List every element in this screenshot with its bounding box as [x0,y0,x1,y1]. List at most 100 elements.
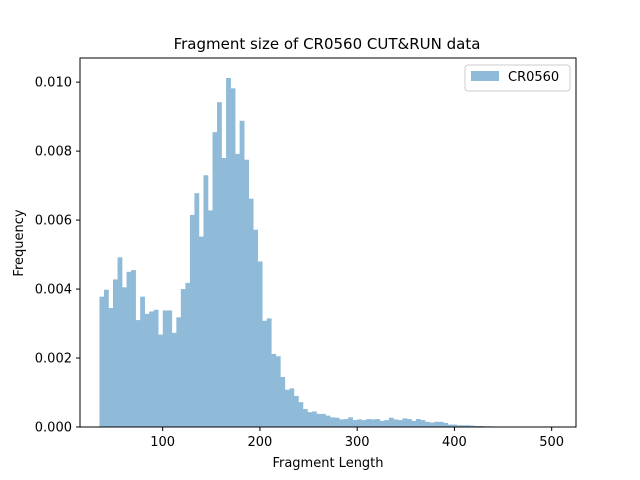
histogram-bar [330,417,335,427]
y-tick-label: 0.004 [35,283,72,298]
histogram-bar [239,120,245,427]
y-tick-label: 0.000 [35,421,72,436]
histogram-bar [257,261,263,427]
histogram-bar [393,419,399,427]
histogram-bar [416,419,421,427]
histogram-bar [316,413,322,427]
histogram-bar [298,402,304,427]
x-axis-ticks: 100 200 300 400 500 [150,427,564,450]
histogram-bar [144,313,150,427]
x-axis-label: Fragment Length [272,456,383,471]
legend: CR0560 [464,64,571,92]
y-tick-label: 0.006 [35,214,72,229]
histogram-bar [244,159,249,428]
histogram-bar [366,419,372,427]
histogram-bar [470,425,476,427]
histogram-bar [461,425,467,427]
histogram-bar [180,289,186,427]
histogram-bar [99,296,105,427]
histogram-bar [325,415,331,427]
histogram-bar [474,425,480,427]
histogram-bar [126,271,132,427]
histogram-bar [203,175,209,427]
histogram-bar [293,395,299,427]
histogram-bar [397,420,403,427]
y-tick-label: 0.002 [35,352,72,367]
histogram-bar [230,88,236,427]
histogram-bar [438,421,444,427]
y-axis-label: Frequency [12,209,27,276]
histogram-bar [185,282,191,427]
histogram-bar [425,421,430,427]
histogram-bar [207,210,213,427]
histogram-bar [452,424,458,427]
histogram-bar [357,419,363,427]
histogram-bar [235,153,240,427]
histogram-bar [149,311,155,427]
histogram-bar [434,421,439,427]
histogram-bar [443,422,448,427]
histogram-bar [420,420,426,427]
legend-label: CR0560 [508,70,559,85]
histogram-bar [122,287,127,427]
histogram-bar [113,279,118,427]
legend-swatch [471,71,499,81]
histogram-bar [388,417,394,427]
y-tick-label: 0.008 [35,145,72,160]
histogram-bar [226,78,231,427]
histogram-bar [429,422,435,427]
histogram-bar [212,132,218,427]
histogram-bar [176,317,182,427]
histogram-bar [343,419,349,427]
histogram-bar [411,420,417,427]
histogram-bar [447,424,453,427]
histogram-bar [262,320,268,427]
histogram-bar [108,308,114,427]
histogram-bar [339,419,344,427]
histogram-bar [284,389,290,427]
histogram-bar [158,334,164,427]
y-tick-label: 0.010 [35,76,72,91]
histogram-bar [361,420,367,427]
x-tick-label: 300 [345,435,370,450]
histogram-bar [275,356,281,427]
histogram-bar [189,214,195,427]
histogram-bar [307,412,313,427]
histogram-bar [334,417,340,427]
histogram-bar [217,102,222,427]
histogram-bar [131,270,136,427]
histogram-bar [384,420,390,427]
y-axis-ticks: 0.000 0.002 0.004 0.006 0.008 0.010 [35,76,80,436]
histogram-bar [348,417,353,427]
histogram-bar [271,353,277,427]
plot-area-frame [79,57,577,428]
histogram-bar [103,289,109,427]
x-tick-label: 500 [539,435,564,450]
histogram-bar [253,229,259,427]
histogram-bar [135,320,141,427]
x-tick-label: 100 [150,435,175,450]
histogram-bar [194,193,200,427]
histogram-bar [140,296,145,427]
histogram-bar [465,425,471,427]
histogram-bar [312,411,317,427]
histogram-bar [198,236,204,427]
histogram-bar [375,419,381,427]
histogram-bar [379,420,385,427]
x-tick-label: 400 [442,435,467,450]
histogram-bar [321,413,326,427]
histogram-bar [167,310,173,427]
histogram-bar [370,419,376,427]
histogram-bars [99,78,552,428]
histogram-bar [117,257,123,427]
histogram-bar [266,318,272,427]
chart-title: Fragment size of CR0560 CUT&RUN data [174,35,481,53]
histogram-bar [171,332,177,427]
histogram-bar [289,388,295,427]
histogram-bar [456,425,462,427]
histogram-bar [352,420,358,427]
histogram-bar [302,409,308,427]
histogram-bar [402,418,408,427]
histogram-bar [221,158,227,427]
